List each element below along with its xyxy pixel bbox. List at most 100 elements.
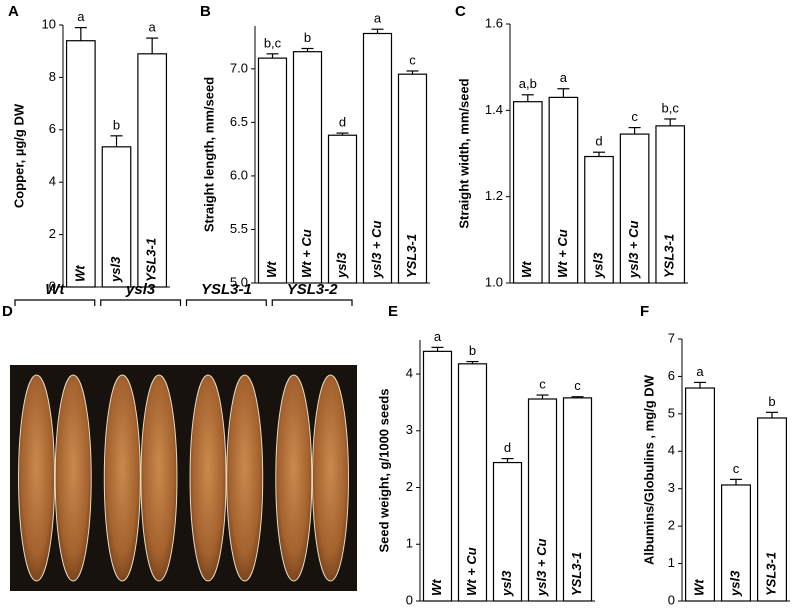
- y-tick-label: 7.0: [230, 60, 248, 75]
- seed: [54, 374, 92, 582]
- x-category-label: ysl3 + Cu: [626, 220, 641, 279]
- y-tick-label: 6.5: [230, 114, 248, 129]
- bar: [684, 387, 715, 602]
- y-tick-label: 6.0: [230, 167, 248, 182]
- error-bar: [266, 53, 279, 59]
- significance-letter: a: [560, 70, 568, 85]
- genotype-label: Wt: [45, 281, 65, 298]
- error-bar: [536, 394, 549, 400]
- significance-letter: d: [339, 115, 346, 130]
- bar: [562, 397, 593, 602]
- seed: [18, 374, 56, 582]
- significance-letter: c: [574, 378, 581, 393]
- y-tick-label: 1: [668, 555, 675, 570]
- error-bar: [110, 135, 123, 147]
- y-tick-label: 5.0: [230, 274, 248, 289]
- y-tick-label: 5.5: [230, 221, 248, 236]
- error-bar: [521, 94, 534, 102]
- x-category-label: Wt: [264, 261, 279, 278]
- y-tick-label: 2: [668, 518, 675, 533]
- genotype-label: YSL3-2: [287, 281, 339, 298]
- y-tick-label: 1.6: [485, 15, 503, 30]
- x-category-label: ysl3: [108, 256, 123, 283]
- x-category-label: ysl3 + Cu: [369, 220, 384, 279]
- error-bar: [628, 126, 641, 135]
- y-tick-label: 6: [668, 368, 675, 383]
- seed: [226, 374, 264, 582]
- x-category-label: YSL3-1: [144, 238, 159, 282]
- y-axis-label: Straight length, mm/seed: [201, 77, 216, 232]
- y-tick-label: 10: [42, 16, 56, 31]
- significance-letter: d: [595, 134, 602, 149]
- significance-letter: c: [631, 109, 638, 124]
- significance-letter: b: [304, 30, 311, 45]
- y-tick-label: 0: [668, 592, 675, 607]
- bar: [457, 363, 488, 602]
- error-bar: [74, 27, 87, 41]
- significance-letter: d: [504, 440, 511, 455]
- significance-letter: a: [149, 20, 157, 35]
- y-tick-label: 4: [406, 365, 413, 380]
- bar: [527, 398, 558, 602]
- y-tick-label: 6: [49, 121, 56, 136]
- error-bar: [466, 360, 479, 364]
- error-bar: [146, 37, 159, 54]
- significance-letter: c: [539, 376, 546, 391]
- bar: [327, 134, 358, 284]
- x-category-label: ysl3: [334, 252, 349, 279]
- error-bar: [694, 381, 706, 389]
- error-bar: [431, 346, 444, 352]
- significance-letter: a: [696, 364, 704, 379]
- y-tick-label: 1.4: [485, 102, 503, 117]
- significance-letter: a: [374, 11, 382, 26]
- panel-letter: A: [8, 3, 19, 20]
- error-bar: [336, 132, 349, 136]
- error-bar: [371, 28, 384, 34]
- error-bar: [571, 396, 584, 398]
- significance-letter: c: [733, 461, 740, 476]
- x-category-label: ysl3: [727, 570, 742, 597]
- x-category-label: YSL3-1: [763, 552, 778, 596]
- bar: [101, 146, 132, 288]
- y-tick-label: 4: [49, 174, 56, 189]
- y-tick-label: 0: [406, 592, 413, 607]
- x-category-label: ysl3: [499, 570, 514, 597]
- significance-letter: b: [768, 394, 775, 409]
- significance-letter: a: [434, 329, 442, 344]
- error-bar: [301, 47, 314, 52]
- bar: [137, 53, 168, 288]
- bar: [584, 155, 614, 284]
- seed: [311, 374, 349, 582]
- error-bar: [406, 70, 419, 75]
- panel-letter: E: [388, 303, 398, 320]
- x-category-label: ysl3 + Cu: [534, 538, 549, 597]
- panel-letter: C: [455, 3, 466, 20]
- bar: [65, 40, 96, 288]
- bar: [655, 125, 686, 284]
- genotype-label: ysl3: [125, 281, 156, 298]
- error-bar: [501, 457, 514, 463]
- bar: [548, 96, 579, 284]
- panel-letter: F: [640, 303, 649, 320]
- bracket: [100, 299, 182, 306]
- y-tick-label: 5: [668, 405, 675, 420]
- y-tick-label: 4: [668, 443, 675, 458]
- error-bar: [557, 88, 570, 98]
- x-category-label: Wt + Cu: [299, 229, 314, 278]
- bar: [720, 484, 751, 602]
- significance-letter: a,b: [519, 76, 537, 91]
- genotype-label: YSL3-1: [201, 281, 252, 298]
- seed: [140, 374, 178, 582]
- x-category-label: YSL3-1: [404, 234, 419, 278]
- bar: [397, 73, 428, 284]
- y-tick-label: 2: [49, 226, 56, 241]
- y-tick-label: 3: [406, 422, 413, 437]
- significance-letter: b: [113, 117, 120, 132]
- error-bar: [593, 151, 605, 157]
- bar: [257, 57, 288, 284]
- significance-letter: a: [77, 9, 85, 24]
- y-axis-label: Copper, µg/g DW: [11, 103, 26, 208]
- bracket: [14, 299, 96, 306]
- significance-letter: b,c: [264, 35, 282, 50]
- seed: [275, 374, 313, 582]
